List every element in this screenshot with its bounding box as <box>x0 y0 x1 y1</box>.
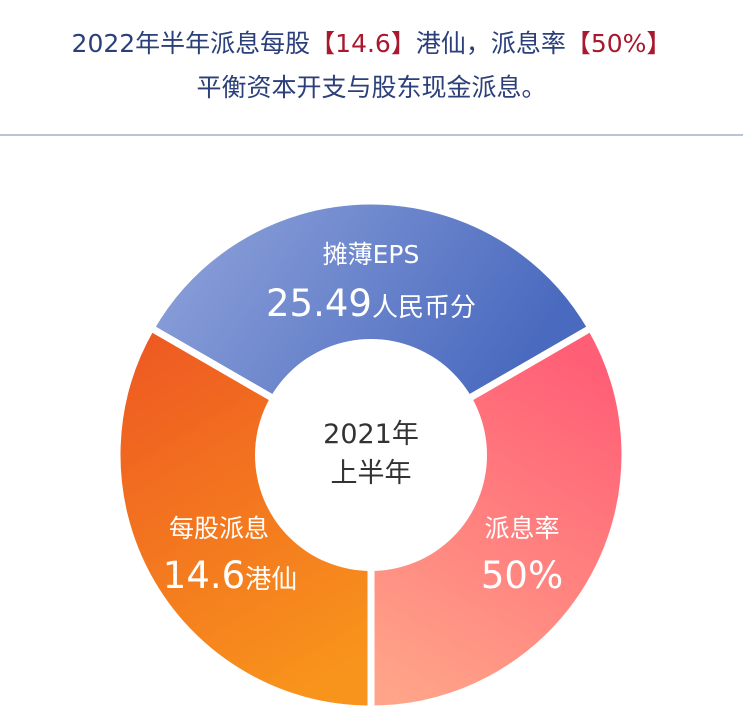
headline: 2022年半年派息每股【14.6】港仙，派息率【50%】 平衡资本开支与股东现金… <box>0 0 743 136</box>
donut-hole <box>255 339 487 571</box>
headline-text-c: 港仙，派息率 <box>415 29 566 58</box>
donut-chart: 摊薄EPS 25.49人民币分 派息率 50% 每股派息 14.6港仙 2021… <box>0 136 743 708</box>
label-payout-name: 派息率 <box>484 514 559 543</box>
eps-unit: 人民币分 <box>372 293 476 323</box>
headline-line-2: 平衡资本开支与股东现金派息。 <box>196 73 547 102</box>
payout-highlight: 【50%】 <box>565 29 672 58</box>
headline-line-1: 2022年半年派息每股【14.6】港仙，派息率【50%】 <box>0 22 743 66</box>
dps-highlight: 【14.6】 <box>310 29 416 58</box>
dps-unit: 港仙 <box>245 565 297 595</box>
center-year: 2021年 <box>323 419 419 450</box>
dps-value: 14.6 <box>163 554 245 597</box>
donut-chart-svg: 摊薄EPS 25.49人民币分 派息率 50% 每股派息 14.6港仙 2021… <box>113 197 629 708</box>
label-payout-value: 50% <box>481 554 563 597</box>
label-dps-value: 14.6港仙 <box>163 554 297 597</box>
label-dps-name: 每股派息 <box>169 514 269 543</box>
label-eps-name: 摊薄EPS <box>323 240 420 269</box>
center-period: 上半年 <box>331 458 412 489</box>
headline-text-a: 2022年半年派息每股 <box>71 29 311 58</box>
eps-value: 25.49 <box>266 282 372 325</box>
label-eps-value: 25.49人民币分 <box>266 282 476 325</box>
